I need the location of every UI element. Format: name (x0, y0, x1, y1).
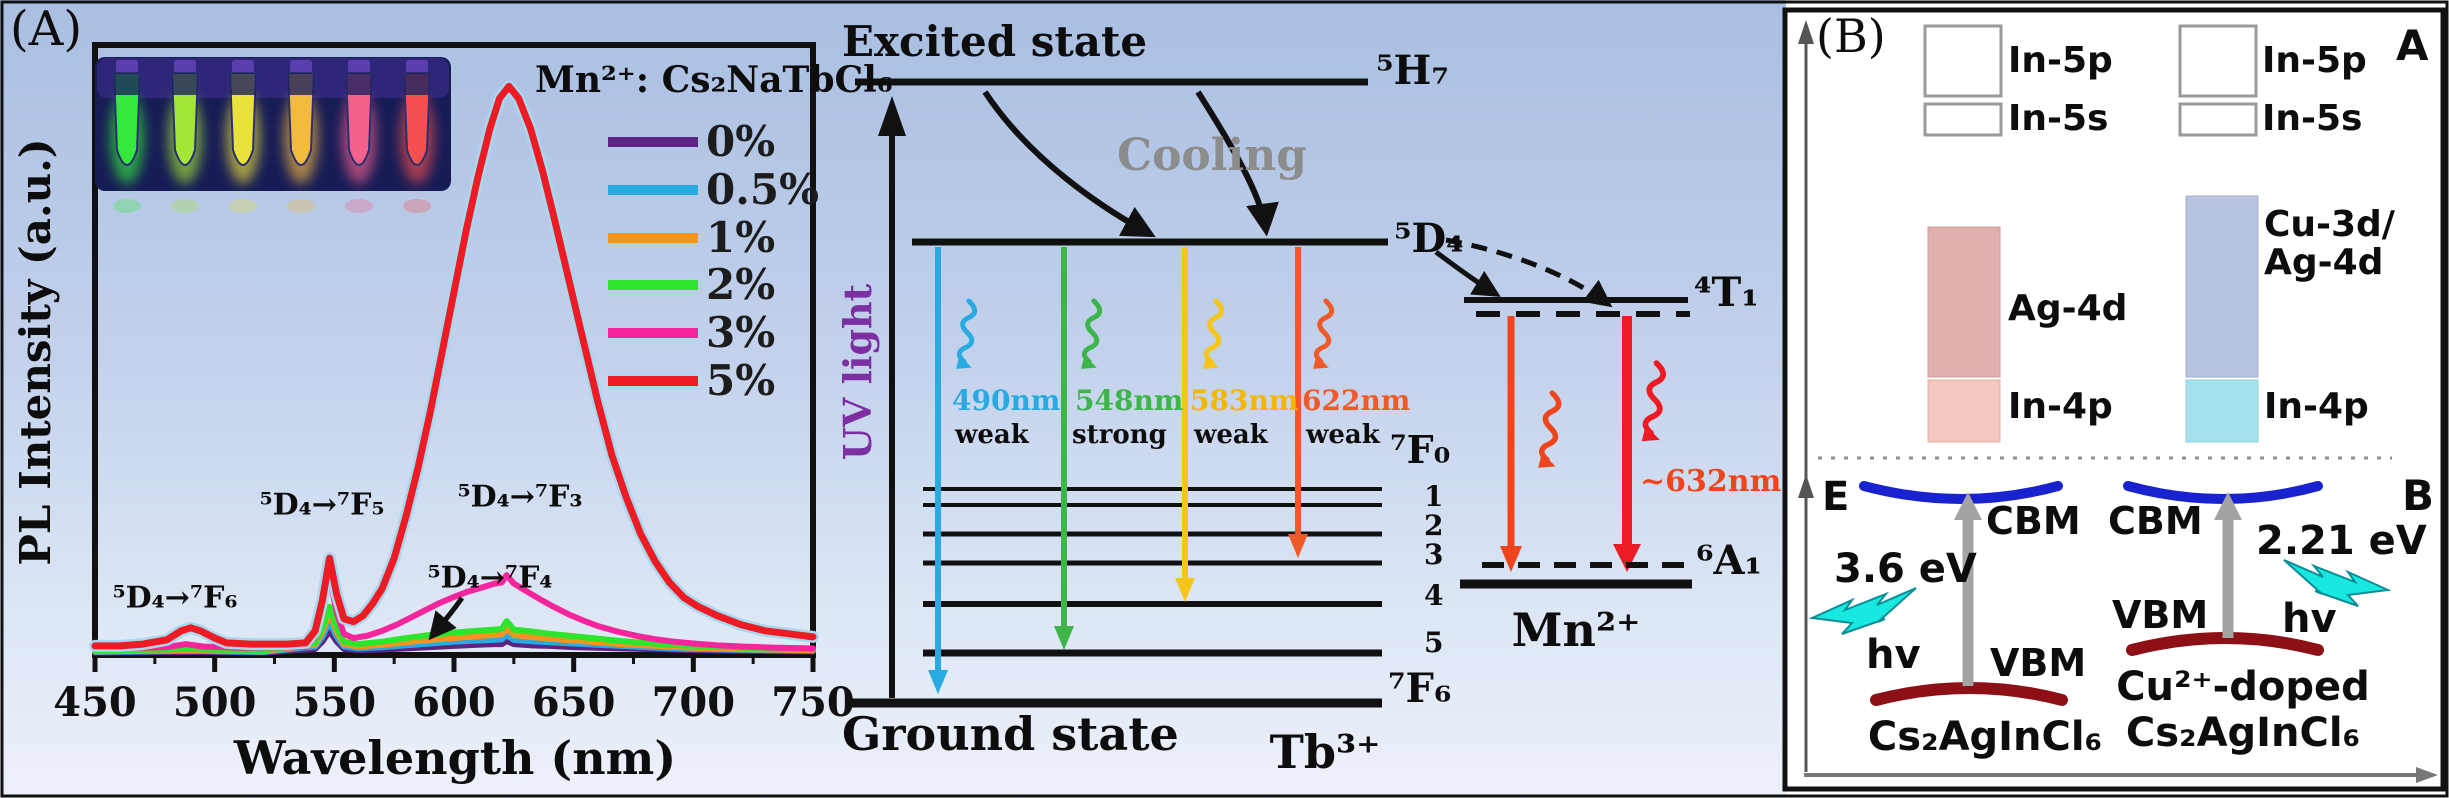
orbital-in5p-right: In-5p (2262, 40, 2367, 81)
energy-axis-label: E (1822, 474, 1850, 520)
annotation-arrow (428, 596, 465, 641)
orbital-in4p-left: In-4p (2008, 386, 2113, 427)
svg-text:550: 550 (293, 679, 377, 726)
hv-label-left: hv (1866, 632, 1921, 678)
y-axis-label: PL Intensity (a.u.) (10, 138, 60, 566)
level-7f6-label: ⁷F₆ (1388, 665, 1452, 712)
cbm-arc-left (1859, 481, 2063, 504)
vbm-label-right: VBM (2112, 593, 2209, 637)
svg-text:750: 750 (771, 679, 855, 726)
x-axis-ticks: 450 500 550 600 650 700 750 (53, 655, 855, 726)
svg-text:0.5%: 0.5% (706, 165, 819, 214)
level-5h7-label: ⁵H₇ (1376, 47, 1449, 94)
svg-text:3%: 3% (706, 308, 775, 357)
orbital-ag4d-left: Ag-4d (2008, 288, 2128, 329)
energy-transfer-dashed-arrow (1445, 237, 1613, 308)
cbm-label-left: CBM (1986, 499, 2081, 543)
cbm-arc-right (2123, 481, 2323, 504)
legend-swatches: 0%0.5%1%2%3%5% (608, 117, 819, 405)
f-number-5: 5 (1424, 626, 1444, 659)
annotation-5d4-7f6: ⁵D₄→⁷F₆ (112, 580, 238, 616)
annotation-5d4-7f5: ⁵D₄→⁷F₅ (259, 487, 385, 523)
orbital-cu3d-right: Cu-3d/ (2264, 204, 2395, 245)
transition-622-label: 622nm (1302, 384, 1411, 417)
uv-vials-inset (95, 57, 451, 213)
orbital-boxes (1923, 24, 2259, 443)
panel-b-label: (B) (1816, 9, 1886, 63)
vbm-label-left: VBM (1990, 641, 2087, 685)
svg-text:1%: 1% (706, 213, 775, 262)
x-axis-label: Wavelength (nm) (233, 730, 677, 785)
mn-emission-wavelength: ~632nm (1640, 464, 1782, 499)
transition-622-strength: weak (1306, 420, 1380, 450)
material-name-right-1: Cu²⁺-doped (2116, 664, 2370, 710)
svg-text:5%: 5% (706, 356, 775, 405)
orbital-in4p-right: In-4p (2264, 386, 2369, 427)
orbital-in5s-left: In-5s (2008, 98, 2109, 139)
svg-text:450: 450 (53, 679, 137, 726)
svg-text:0%: 0% (706, 117, 775, 166)
transition-490-strength: weak (955, 420, 1029, 450)
energy-transfer-solid-arrow (1434, 249, 1501, 297)
cooling-label: Cooling (1117, 129, 1307, 181)
transition-548-strength: strong (1072, 420, 1167, 450)
orbital-in5s-right: In-5s (2262, 98, 2363, 139)
panel-b-frame (1782, 7, 2446, 792)
svg-text:2%: 2% (706, 260, 775, 309)
hv-label-right: hv (2282, 596, 2337, 642)
hv-lightning-icon (2283, 559, 2392, 607)
annotation-5d4-7f3: ⁵D₄→⁷F₃ (457, 479, 583, 515)
spectra-curves (89, 80, 819, 656)
panel-a-plot: 450 500 550 600 650 700 750 0%0.5%1%2%3%5% (53, 42, 855, 726)
transition-583-strength: weak (1194, 420, 1268, 450)
ground-state-label: Ground state (842, 707, 1179, 761)
level-4t1-label: ⁴T₁ (1694, 269, 1759, 316)
excited-state-label: Excited state (842, 17, 1148, 66)
orbital-in5p-left: In-5p (2008, 40, 2113, 81)
panel-b-sub-b: B (2402, 471, 2435, 520)
mn-ion-label: Mn²⁺ (1511, 602, 1641, 657)
vbm-arc-left (1870, 682, 2068, 706)
material-name-right-2: Cs₂AgInCl₆ (2125, 710, 2361, 756)
uv-light-label: UV light (835, 283, 881, 461)
legend-title: Mn²⁺: Cs₂NaTbCl₆ (535, 59, 893, 101)
f-number-4: 4 (1424, 579, 1444, 612)
bandgap-left: 3.6 eV (1834, 546, 1977, 592)
transition-583-label: 583nm (1190, 384, 1299, 417)
cbm-label-right: CBM (2108, 499, 2203, 543)
panel-b-sub-a: A (2396, 21, 2429, 70)
f-number-3: 3 (1424, 538, 1444, 571)
cooling-arrow-1 (982, 90, 1156, 238)
svg-text:700: 700 (652, 679, 736, 726)
panel-b-graphics (1782, 7, 2446, 792)
cooling-arrow-2 (1195, 90, 1279, 237)
level-5d4-label: ⁵D₄ (1394, 215, 1464, 262)
svg-text:500: 500 (173, 679, 257, 726)
hv-lightning-icon (1808, 587, 1917, 635)
tb-emission-arrows (928, 247, 1308, 694)
level-6a1-label: ⁶A₁ (1696, 537, 1763, 584)
orbital-ag4d-right: Ag-4d (2264, 242, 2384, 283)
svg-text:650: 650 (532, 679, 616, 726)
f-level-ladder (923, 487, 1382, 657)
level-7f0-label: ⁷F₀ (1390, 427, 1451, 472)
bandgap-right: 2.21 eV (2256, 518, 2427, 564)
transition-548-label: 548nm (1075, 384, 1184, 417)
energy-diagram (845, 78, 1692, 708)
material-name-left: Cs₂AgInCl₆ (1867, 714, 2103, 760)
tb-ion-label: Tb³⁺ (1269, 724, 1381, 779)
transition-490-label: 490nm (952, 384, 1061, 417)
panel-a-label: (A) (10, 1, 83, 57)
f-number-1: 1 (1424, 480, 1444, 513)
f-number-2: 2 (1424, 509, 1444, 542)
annotation-5d4-7f4: ⁵D₄→⁷F₄ (427, 560, 553, 596)
svg-text:600: 600 (412, 679, 496, 726)
